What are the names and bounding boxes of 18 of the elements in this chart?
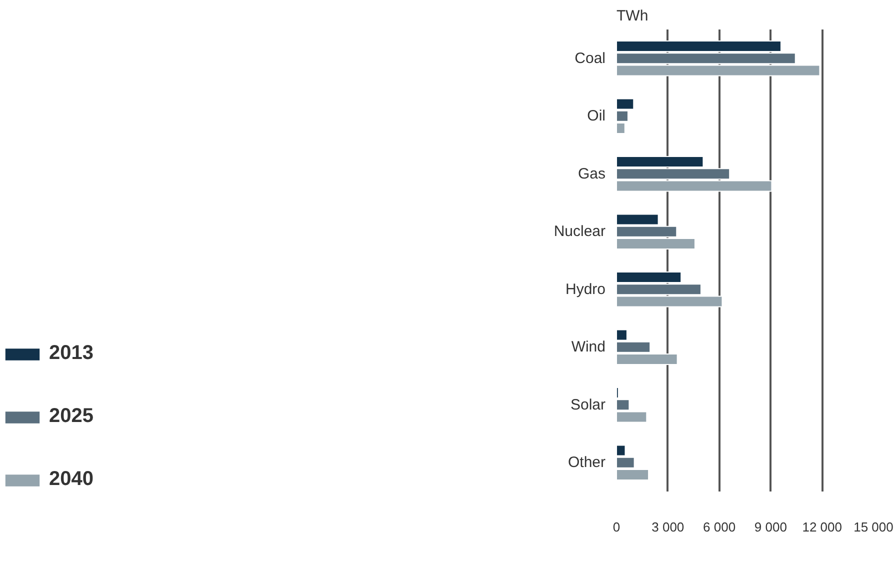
y-tick-label: Gas — [578, 165, 606, 182]
x-tick-label: 15 000 — [854, 520, 894, 534]
x-tick-label: 0 — [612, 520, 620, 534]
x-tick-label: 9 000 — [754, 520, 787, 534]
x-tick-label: 3 000 — [652, 520, 684, 534]
legend-label: 2013 — [49, 342, 94, 365]
y-tick-label: Other — [568, 454, 606, 472]
x-axis-title: TWh — [616, 8, 648, 24]
y-tick-label: Oil — [587, 108, 606, 125]
y-tick-label: Hydro — [565, 280, 606, 298]
x-tick-label: 6 000 — [703, 520, 736, 534]
legend-label: 2025 — [49, 405, 94, 428]
y-tick-label: Coal — [574, 50, 606, 67]
y-tick-label: Solar — [570, 396, 606, 414]
legend-label: 2040 — [49, 468, 94, 491]
x-tick-label: 12 000 — [802, 520, 842, 534]
y-tick-label: Nuclear — [554, 223, 606, 240]
y-tick-label: Wind — [571, 338, 606, 356]
